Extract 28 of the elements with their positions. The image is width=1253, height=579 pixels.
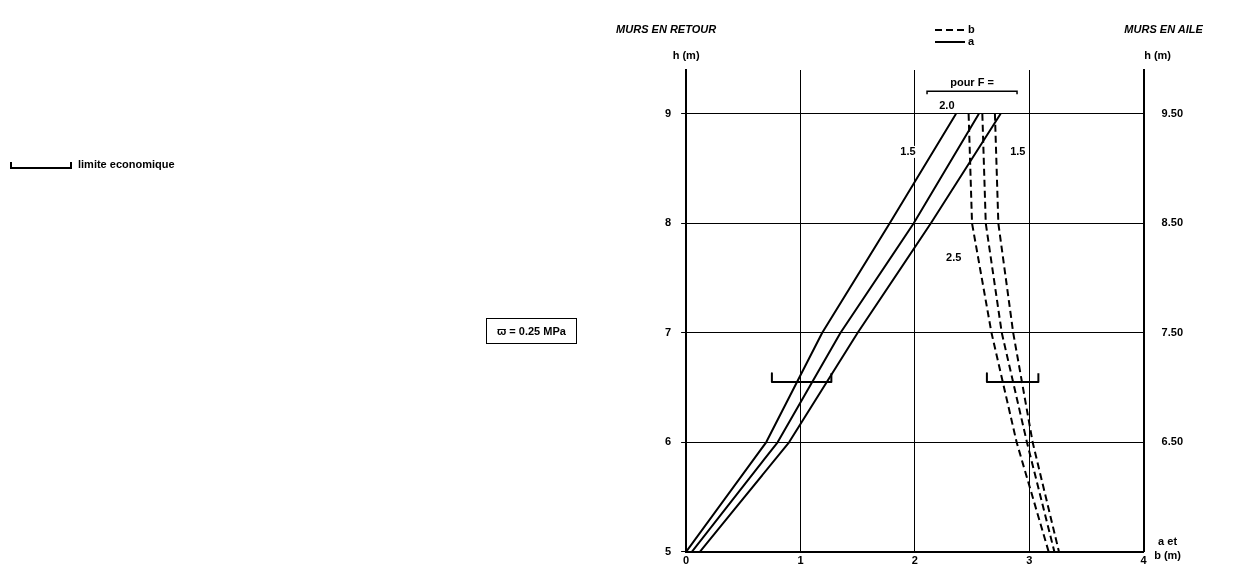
x-tick-label: 0 — [683, 554, 690, 567]
y2-tick-label: 7.50 — [1161, 325, 1184, 338]
annotation: 2.0 — [939, 99, 955, 112]
text: MURS EN AILE — [1124, 23, 1204, 36]
x-tick-label: 3 — [1026, 554, 1033, 567]
annotation: 2.5 — [946, 250, 962, 263]
legend-label: limite economique — [78, 158, 175, 170]
y2-axis-title: h (m) — [1144, 49, 1172, 62]
y-tick-label: 5 — [664, 544, 672, 557]
x-tick-label: 2 — [911, 554, 918, 567]
y-tick-label: 7 — [664, 325, 672, 338]
annotation: 1.5 — [1010, 144, 1026, 157]
legend-label: a — [968, 35, 975, 48]
x-tick-label: 4 — [1140, 554, 1148, 567]
y2-tick-label: 6.50 — [1161, 435, 1184, 448]
y2-tick-label: 9.50 — [1161, 106, 1184, 119]
y-axis-title: h (m) — [672, 49, 700, 62]
x-tick-label: 1 — [797, 554, 804, 567]
annotation: 1.5 — [900, 144, 916, 157]
legend-label: b — [968, 23, 975, 35]
text: ϖ = 0.25 MPa — [486, 318, 577, 344]
chart-title: MURS EN RETOUR — [616, 23, 717, 36]
annotation: pour F = — [950, 76, 994, 89]
y-tick-label: 6 — [664, 435, 672, 448]
x-axis-title: a et b (m) — [1154, 534, 1182, 561]
y-tick-label: 9 — [664, 106, 672, 119]
y-tick-label: 8 — [664, 216, 672, 229]
y2-tick-label: 8.50 — [1161, 216, 1184, 229]
